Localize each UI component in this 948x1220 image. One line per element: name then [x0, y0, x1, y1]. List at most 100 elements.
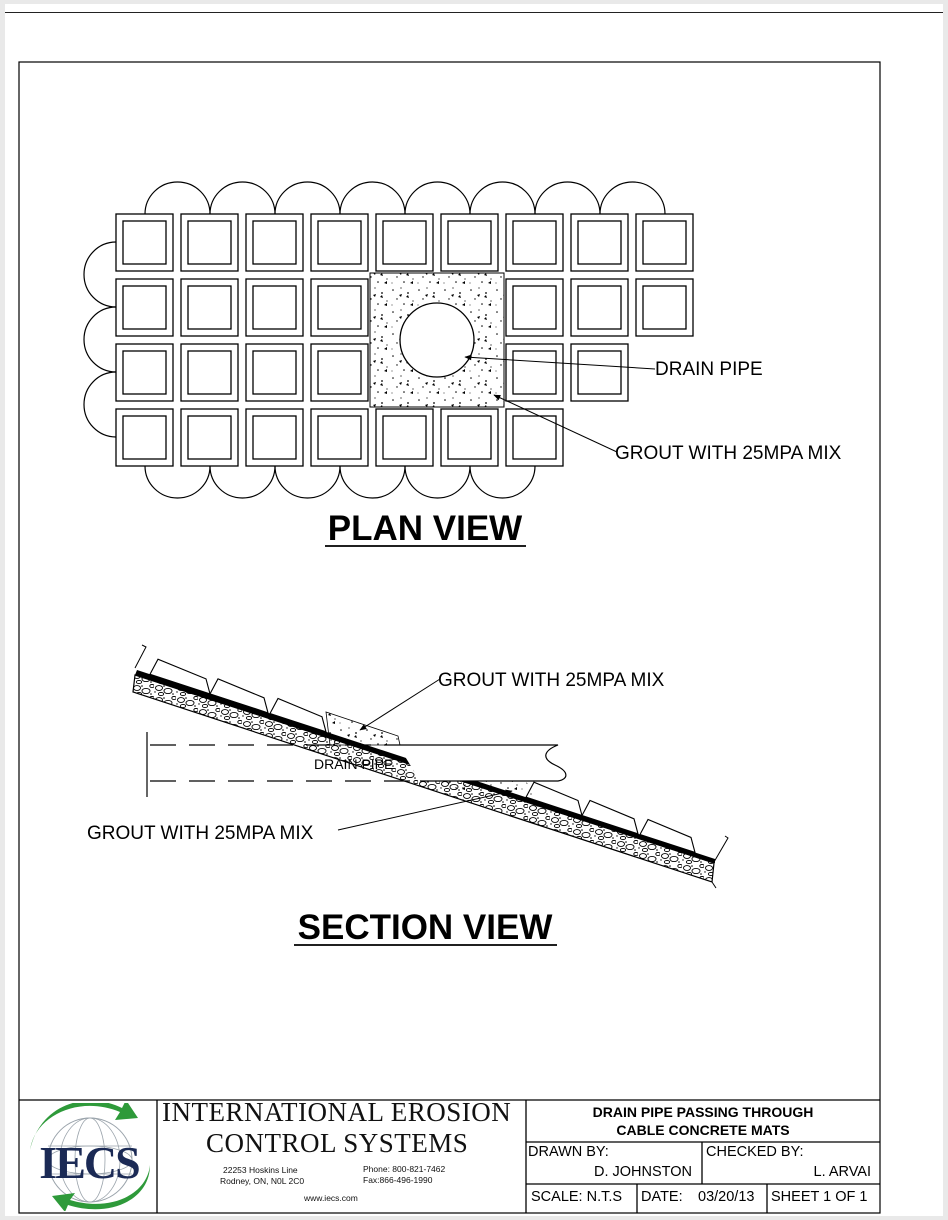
- drain-pipe-circle: [399, 302, 475, 378]
- drawing-title-line2: CABLE CONCRETE MATS: [616, 1122, 790, 1138]
- cable-loop: [144, 465, 211, 499]
- mat-block: [635, 278, 694, 337]
- mat-block: [505, 343, 564, 402]
- mat-block-opening: [447, 220, 492, 265]
- mat-block-opening: [122, 285, 167, 330]
- grout-lower-fill: [440, 781, 540, 795]
- mat-block-section: [149, 658, 211, 695]
- mat-block-section: [581, 799, 639, 835]
- checked-by-label: CHECKED BY:: [706, 1144, 804, 1160]
- cable-loop: [339, 181, 406, 215]
- section-view-diagram: DRAIN PIPE GROUT WITH 25MPA MIX GROUT WI…: [87, 644, 729, 947]
- mat-block: [505, 278, 564, 337]
- logo-swoosh-bottom: [52, 1165, 150, 1211]
- company-name-line1: INTERNATIONAL EROSION: [162, 1097, 512, 1127]
- mat-block-opening: [252, 415, 297, 460]
- mat-block-section: [639, 818, 696, 854]
- website-link[interactable]: www.iecs.com: [304, 1193, 358, 1203]
- cable-loop: [404, 465, 471, 499]
- mat-block-opening: [382, 220, 427, 265]
- mat-block-opening: [512, 285, 557, 330]
- section-drain-pipe-label: DRAIN PIPE: [314, 756, 393, 772]
- logo-swoosh-top: [30, 1103, 138, 1150]
- plan-drain-pipe-label: DRAIN PIPE: [655, 359, 763, 380]
- mat-block: [310, 343, 369, 402]
- mat-block-opening: [317, 285, 362, 330]
- mat-block-section: [209, 678, 269, 714]
- mat-block: [180, 408, 239, 467]
- cable-loop: [144, 181, 211, 215]
- mat-block: [245, 343, 304, 402]
- mat-block-opening: [447, 415, 492, 460]
- mat-block-opening: [577, 350, 622, 395]
- drawing-sheet: [5, 4, 943, 1216]
- mat-block-opening: [317, 350, 362, 395]
- mat-block-opening: [187, 415, 232, 460]
- mat-block-section: [269, 697, 327, 733]
- plan-view-title: PLAN VIEW: [328, 509, 522, 548]
- mat-block-opening: [252, 220, 297, 265]
- mat-block-opening: [252, 350, 297, 395]
- scale-field: SCALE: N.T.S: [531, 1189, 623, 1205]
- mat-block-opening: [317, 415, 362, 460]
- checked-by-value: L. ARVAI: [813, 1164, 872, 1180]
- mat-block: [310, 278, 369, 337]
- section-view-title: SECTION VIEW: [298, 908, 553, 947]
- mat-block-opening: [187, 285, 232, 330]
- mat-block: [505, 213, 564, 272]
- mat-block: [570, 278, 629, 337]
- mat-block: [245, 278, 304, 337]
- mat-block: [115, 278, 174, 337]
- address-line1: 22253 Hoskins Line: [223, 1165, 298, 1175]
- viewer-top-rule: [5, 12, 943, 13]
- mat-block-opening: [382, 415, 427, 460]
- mat-block: [375, 408, 434, 467]
- mat-block: [115, 213, 174, 272]
- cable-loop: [209, 465, 276, 499]
- mat-block: [440, 408, 499, 467]
- mat-block: [180, 278, 239, 337]
- mat-block-opening: [122, 415, 167, 460]
- date-label: DATE:: [641, 1189, 683, 1205]
- cable-loop: [469, 465, 536, 499]
- plan-grout-label: GROUT WITH 25MPA MIX: [615, 443, 842, 464]
- mat-block-opening: [122, 350, 167, 395]
- title-block: [19, 1099, 880, 1213]
- cable-loop: [274, 465, 341, 499]
- cable-loop: [83, 306, 117, 373]
- mat-block: [440, 213, 499, 272]
- cable-loop: [339, 465, 406, 499]
- cable-loop: [83, 241, 117, 308]
- cable-loop: [209, 181, 276, 215]
- drawing-border: [18, 61, 881, 1214]
- mat-block: [310, 408, 369, 467]
- mat-block: [115, 343, 174, 402]
- mat-block: [180, 213, 239, 272]
- company-name-line2: CONTROL SYSTEMS: [206, 1128, 469, 1158]
- mat-block-opening: [187, 220, 232, 265]
- mat-block-opening: [642, 285, 687, 330]
- iecs-logo: IECS: [30, 1103, 150, 1211]
- mat-block: [570, 343, 629, 402]
- mat-block-opening: [122, 220, 167, 265]
- mat-block: [505, 408, 564, 467]
- mat-block-opening: [577, 285, 622, 330]
- drawn-by-value: D. JOHNSTON: [594, 1164, 693, 1180]
- phone-number: Phone: 800-821-7462: [363, 1164, 446, 1174]
- cable-loop: [469, 181, 536, 215]
- date-value: 03/20/13: [698, 1189, 755, 1205]
- cable-loop: [274, 181, 341, 215]
- cable-loop: [534, 181, 601, 215]
- mat-block-opening: [512, 220, 557, 265]
- mat-block: [115, 408, 174, 467]
- drawn-by-label: DRAWN BY:: [528, 1144, 609, 1160]
- cable-loop: [404, 181, 471, 215]
- mat-block-opening: [642, 220, 687, 265]
- logo-text: IECS: [39, 1137, 139, 1188]
- mat-block-opening: [512, 350, 557, 395]
- sheet-number: SHEET 1 OF 1: [771, 1189, 868, 1205]
- mat-block-opening: [317, 220, 362, 265]
- mat-block: [245, 408, 304, 467]
- fax-number: Fax:866-496-1990: [363, 1175, 433, 1185]
